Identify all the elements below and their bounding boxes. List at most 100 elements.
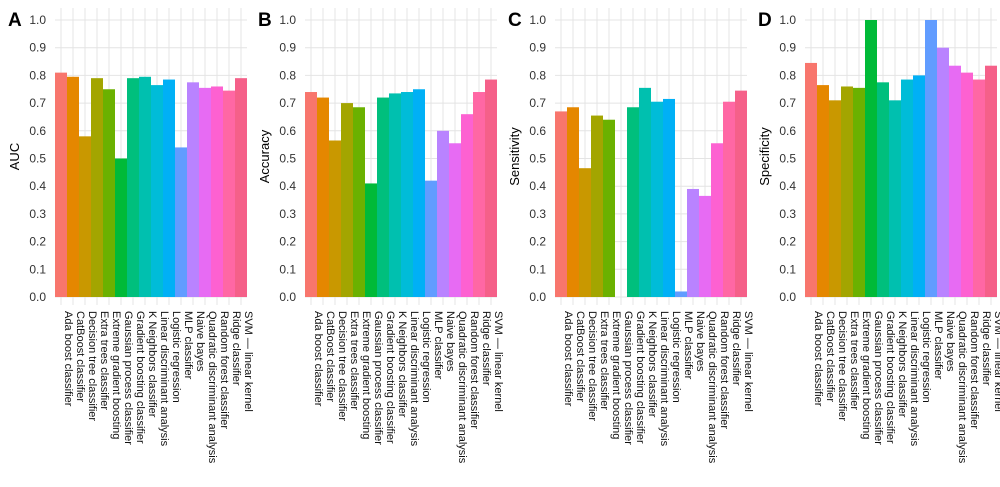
bar-1 — [555, 111, 567, 297]
bar-1 — [305, 92, 317, 298]
bar-7 — [877, 82, 889, 297]
x-tick-label: Extreme gradient boosting — [360, 311, 372, 439]
x-tick-label: Extra trees classifier — [348, 311, 360, 410]
bar-12 — [437, 130, 449, 297]
bar-9 — [151, 85, 163, 297]
x-tick-label: MLP classifier — [182, 311, 194, 380]
x-tick-label: Decision tree classifier — [836, 311, 848, 421]
x-tick-label: Logistic regression — [920, 311, 932, 403]
bar-15 — [223, 90, 235, 297]
bar-7 — [127, 78, 139, 297]
bar-9 — [901, 79, 913, 298]
x-tick-label: K Neighbors classifier — [646, 311, 658, 418]
panel-letter: C — [508, 10, 522, 31]
x-tick-label: Gradient boosting classifier — [384, 311, 396, 444]
y-tick-label: 0.0 — [779, 290, 796, 304]
bar-10 — [663, 98, 675, 297]
x-tick-label: Logistic regression — [420, 311, 432, 403]
bar-1 — [805, 62, 817, 298]
y-tick-label: 0.6 — [529, 124, 546, 138]
y-tick-label: 0.0 — [529, 290, 546, 304]
x-tick-label: Quadratic discriminant analysis — [456, 311, 468, 464]
x-tick-label: Ridge classifier — [230, 311, 242, 386]
x-tick-label: Extra trees classifier — [98, 311, 110, 410]
bar-14 — [461, 114, 473, 298]
x-tick-label: Gradient boosting classifier — [634, 311, 646, 444]
y-tick-label: 0.3 — [779, 207, 796, 221]
y-tick-label: 0.8 — [779, 68, 796, 82]
x-tick-label: Gradient boosting classifier — [134, 311, 146, 444]
bar-5 — [103, 89, 115, 297]
x-tick-label: Gaussian process classifier — [122, 311, 134, 445]
bar-11 — [425, 180, 437, 297]
y-tick-label: 1.0 — [779, 13, 796, 27]
y-tick-label: 0.1 — [779, 262, 796, 276]
x-tick-label: Logistic regression — [670, 311, 682, 403]
bar-8 — [889, 100, 901, 297]
x-tick-label: MLP classifier — [432, 311, 444, 380]
x-tick-label: Gradient boosting classifier — [884, 311, 896, 444]
y-tick-label: 0.9 — [29, 41, 46, 55]
y-tick-label: 0.5 — [779, 152, 796, 166]
x-tick-label: Linear discriminant analysis — [408, 311, 420, 447]
x-tick-label: MLP classifier — [932, 311, 944, 380]
bar-6 — [865, 20, 877, 297]
bar-3 — [829, 100, 841, 297]
bar-5 — [353, 107, 365, 297]
x-tick-label: Quadratic discriminant analysis — [206, 311, 218, 464]
bar-3 — [329, 140, 341, 297]
y-tick-label: 0.8 — [279, 68, 296, 82]
bar-13 — [449, 143, 461, 297]
panel-a: 0.0 0.1 0.2 0.3 0.4 0.5 0.6 0.7 0.8 0.9 1.0 Ada boo… — [7, 8, 254, 464]
x-tick-label: Linear discriminant analysis — [158, 311, 170, 447]
bar-14 — [211, 86, 223, 297]
x-tick-label: Gaussian process classifier — [372, 311, 384, 445]
x-tick-label: K Neighbors classifier — [396, 311, 408, 418]
bar-15 — [473, 92, 485, 298]
y-tick-label: 0.4 — [29, 179, 46, 193]
bar-6 — [365, 183, 377, 297]
y-tick-label: 1.0 — [29, 13, 46, 27]
y-axis-label: Sensitivity — [507, 127, 522, 186]
bar-6 — [115, 158, 127, 297]
y-tick-label: 0.5 — [529, 152, 546, 166]
y-tick-label: 0.6 — [29, 124, 46, 138]
x-tick-label: CatBoost classifier — [324, 311, 336, 402]
panel-letter: B — [258, 10, 272, 31]
x-tick-label: SVM — linear kernel — [492, 311, 504, 412]
y-tick-label: 0.5 — [279, 152, 296, 166]
x-tick-label: Ada boost classifier — [562, 311, 574, 407]
panel-d: 0.0 0.1 0.2 0.3 0.4 0.5 0.6 0.7 0.8 0.9 1.0 Ada boo… — [757, 8, 1000, 464]
bar-12 — [187, 82, 199, 297]
y-tick-label: 0.9 — [529, 41, 546, 55]
x-tick-label: Extreme gradient boosting — [610, 311, 622, 439]
x-tick-label: CatBoost classifier — [574, 311, 586, 402]
y-tick-label: 0.7 — [29, 96, 46, 110]
bar-9 — [401, 92, 413, 298]
bar-11 — [675, 291, 687, 297]
y-tick-label: 0.7 — [779, 96, 796, 110]
bar-11 — [175, 147, 187, 297]
bar-8 — [639, 87, 651, 298]
y-tick-label: 0.6 — [279, 124, 296, 138]
x-tick-label: K Neighbors classifier — [896, 311, 908, 418]
bar-7 — [627, 107, 639, 297]
x-tick-label: Random forest classifier — [718, 311, 730, 429]
y-tick-label: 0.7 — [279, 96, 296, 110]
x-tick-label: Ada boost classifier — [62, 311, 74, 407]
x-tick-label: MLP classifier — [682, 311, 694, 380]
x-tick-label: K Neighbors classifier — [146, 311, 158, 418]
panel-c: 0.0 0.1 0.2 0.3 0.4 0.5 0.6 0.7 0.8 0.9 1.0 Ada boo… — [507, 8, 754, 464]
bar-7 — [377, 97, 389, 297]
y-axis-label: Accuracy — [257, 129, 272, 183]
x-tick-label: Naive bayes — [194, 311, 206, 372]
bar-5 — [603, 119, 615, 297]
bar-9 — [651, 101, 663, 297]
bar-10 — [163, 79, 175, 298]
bar-16 — [235, 78, 247, 297]
x-tick-label: Linear discriminant analysis — [908, 311, 920, 447]
y-axis-label: AUC — [7, 143, 22, 170]
y-tick-label: 0.0 — [29, 290, 46, 304]
x-tick-label: Extra trees classifier — [598, 311, 610, 410]
y-tick-label: 0.1 — [529, 262, 546, 276]
